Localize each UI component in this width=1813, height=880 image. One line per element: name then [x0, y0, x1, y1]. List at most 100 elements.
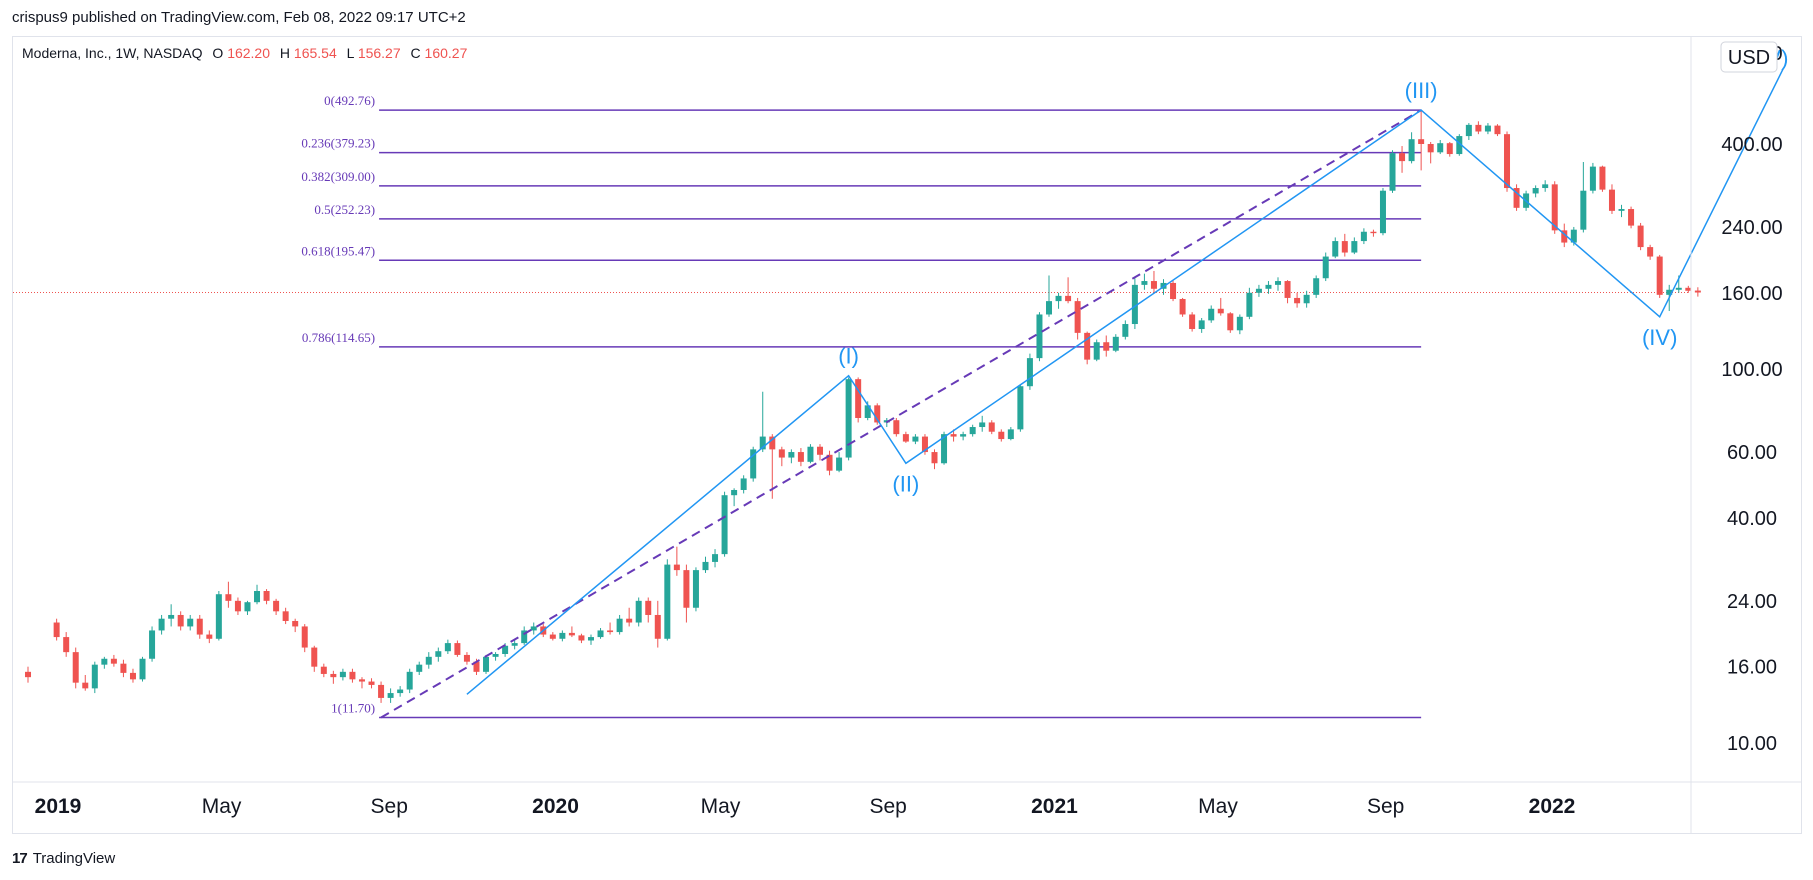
- candle-up: [1456, 134, 1463, 156]
- candle-up: [530, 622, 537, 635]
- candle-body: [187, 618, 194, 627]
- legend-close-value: 160.27: [425, 45, 468, 61]
- candle-body: [1399, 153, 1406, 162]
- fib-level-label: 0.618(195.47): [301, 243, 375, 258]
- candle-down: [206, 630, 213, 644]
- candle-up: [149, 626, 156, 662]
- candle-body: [301, 626, 308, 648]
- candle-up: [1332, 237, 1339, 259]
- candle-up: [597, 628, 604, 639]
- time-tick-label: May: [701, 795, 741, 818]
- candle-body: [1170, 282, 1177, 299]
- candle-body: [72, 652, 79, 683]
- candle-body: [1484, 125, 1491, 132]
- candle-body: [931, 452, 938, 464]
- footer-brand[interactable]: TradingView: [32, 850, 116, 867]
- candle-down: [454, 640, 461, 657]
- candle-down: [463, 652, 470, 665]
- time-tick-label: 2019: [35, 795, 82, 818]
- candle-body: [1084, 332, 1091, 360]
- candle-down: [683, 564, 690, 623]
- legend-low-value: 156.27: [358, 45, 401, 61]
- currency-button-label[interactable]: USD: [1728, 47, 1770, 69]
- candle-down: [349, 668, 356, 683]
- candle-body: [1255, 288, 1262, 293]
- candle-body: [378, 684, 385, 698]
- candle-body: [502, 645, 509, 654]
- candle-body: [1112, 336, 1119, 351]
- candle-body: [53, 622, 60, 638]
- candle-body: [979, 422, 986, 428]
- candle-down: [1341, 233, 1348, 257]
- candle-body: [1561, 230, 1568, 243]
- tradingview-logo-icon[interactable]: 17: [12, 850, 28, 867]
- candle-down: [778, 446, 785, 467]
- candle-down: [1637, 222, 1644, 251]
- price-tick-label: 400.00: [1721, 134, 1782, 156]
- fib-level-label: 0.5(252.23): [314, 202, 375, 217]
- candle-up: [101, 656, 108, 669]
- time-axis[interactable]: 2019 May Sep 2020 May Sep 2021 May Sep 2022: [13, 781, 1801, 818]
- price-axis[interactable]: 700.00400.00240.00160.00100.0060.0040.00…: [1690, 37, 1783, 833]
- candle-body: [683, 570, 690, 608]
- trend-line-dashed[interactable]: [380, 109, 1422, 719]
- candle-down: [988, 420, 995, 435]
- candle-down: [1065, 277, 1072, 304]
- candle-down: [1475, 121, 1482, 135]
- wave-path[interactable]: [466, 67, 1785, 695]
- candle-up: [1131, 278, 1138, 330]
- candle-body: [91, 664, 98, 689]
- candle-body: [1055, 295, 1062, 302]
- candle-body: [1332, 241, 1339, 257]
- candle-body: [511, 643, 518, 646]
- candle-body: [1074, 301, 1081, 333]
- candle-up: [664, 559, 671, 641]
- candle-down: [902, 431, 909, 443]
- candle-down: [311, 645, 318, 672]
- candle-body: [206, 634, 213, 639]
- candle-down: [196, 614, 203, 639]
- candle-up: [1122, 320, 1129, 340]
- candle-up: [836, 452, 843, 473]
- candle-body: [759, 436, 766, 450]
- legend-low-label: L: [347, 45, 355, 61]
- candle-up: [158, 614, 165, 635]
- fib-retracement[interactable]: 0(492.76) 0.236(379.23) 0.382(309.00) 0.5(2…: [301, 93, 1422, 719]
- candle-up: [1322, 252, 1329, 282]
- candle-body: [368, 681, 375, 685]
- candle-body: [740, 478, 747, 490]
- price-tick-label: 40.00: [1727, 508, 1777, 530]
- candle-up: [721, 491, 728, 557]
- candle-body: [444, 643, 451, 652]
- candle-down: [998, 429, 1005, 442]
- candle-up: [692, 567, 699, 612]
- candle-up: [435, 647, 442, 662]
- candle-body: [635, 600, 642, 623]
- candle-down: [1427, 141, 1434, 164]
- candle-body: [1046, 301, 1053, 315]
- candle-up: [1255, 284, 1262, 297]
- candle-down: [301, 624, 308, 653]
- candle-body: [406, 671, 413, 690]
- candle-body: [712, 554, 719, 562]
- candles: [25, 110, 1701, 703]
- candle-down: [816, 444, 823, 461]
- candle-up: [759, 391, 766, 453]
- candle-body: [998, 431, 1005, 440]
- candle-body: [1427, 144, 1434, 153]
- candle-up: [635, 597, 642, 627]
- candle-down: [797, 448, 804, 467]
- candle-down: [292, 618, 299, 633]
- candle-up: [731, 488, 738, 507]
- candle-body: [769, 436, 776, 450]
- candle-body: [1542, 184, 1549, 189]
- candle-body: [1408, 139, 1415, 162]
- candle-body: [120, 663, 127, 673]
- currency-button-bg[interactable]: [1720, 41, 1778, 73]
- dashed-trend-line[interactable]: [380, 109, 1422, 719]
- candle-body: [692, 570, 699, 608]
- candle-body: [254, 590, 261, 603]
- currency-button[interactable]: USD: [1720, 41, 1778, 73]
- candle-body: [263, 590, 270, 601]
